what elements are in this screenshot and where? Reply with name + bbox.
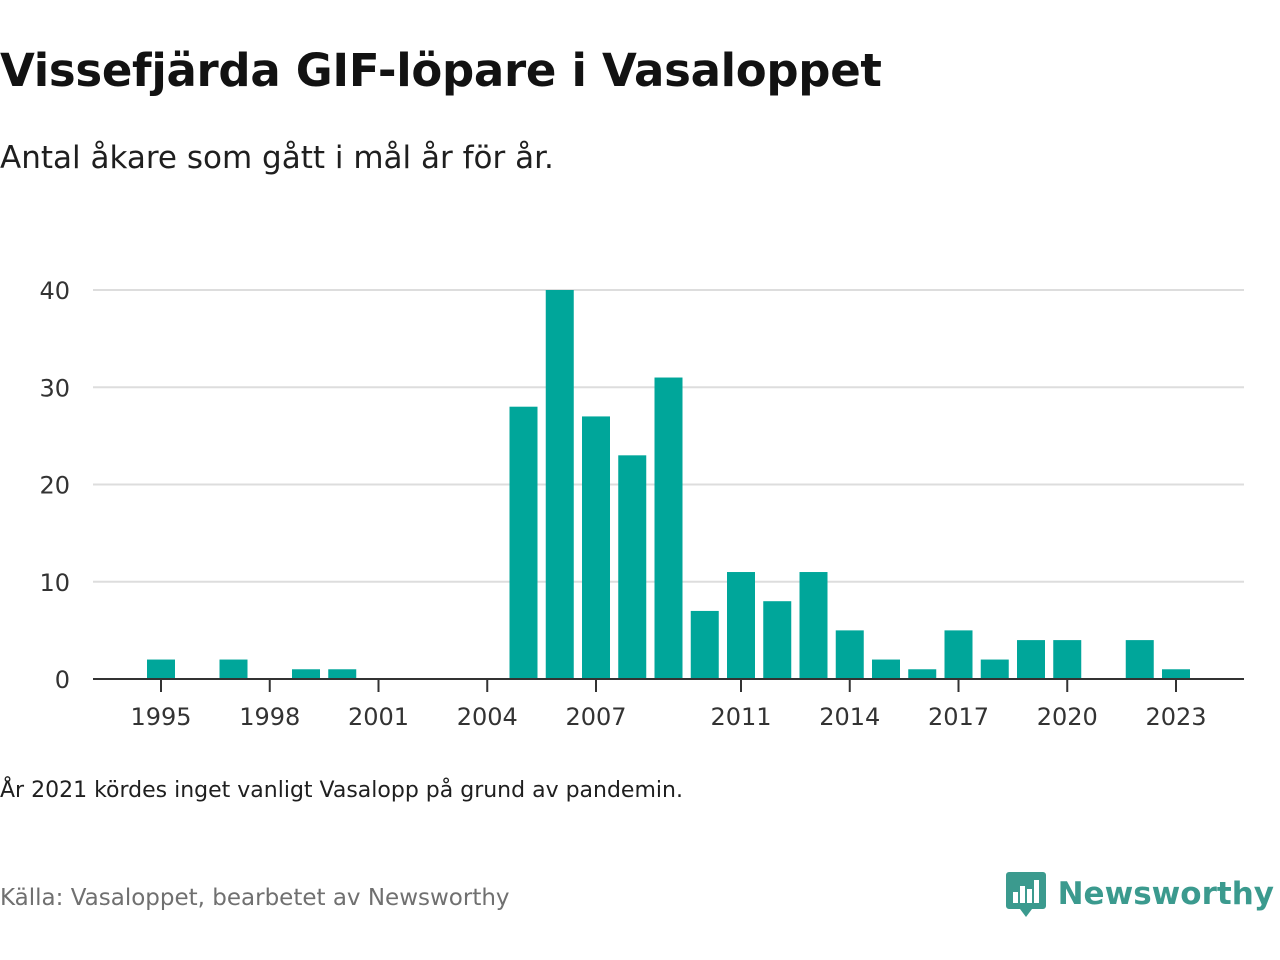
bar-2005 — [509, 406, 538, 679]
x-tick-label: 1998 — [239, 703, 300, 731]
footnote: År 2021 kördes inget vanligt Vasalopp på… — [0, 778, 683, 803]
bar-2010 — [690, 610, 719, 679]
x-tick-label: 2023 — [1145, 703, 1206, 731]
x-tick-label: 2014 — [819, 703, 880, 731]
bar-2009 — [654, 377, 683, 679]
bar-1999 — [292, 669, 320, 679]
bar-2012 — [763, 601, 792, 679]
bar-1995 — [147, 659, 175, 679]
source-text: Källa: Vasaloppet, bearbetet av Newswort… — [0, 885, 510, 911]
axes: 0 10 20 30 40 1995 1998 2001 2004 2007 2011 2014 201… — [39, 277, 1244, 731]
y-tick-label: 10 — [39, 569, 70, 597]
x-tick-label: 2001 — [348, 703, 409, 731]
newsworthy-logo: Newsworthy — [1005, 870, 1274, 918]
x-tick-label: 2017 — [928, 703, 989, 731]
bar-1997 — [219, 659, 248, 679]
bar-chart: 0 10 20 30 40 1995 1998 2001 2004 2007 2011 2014 201… — [39, 277, 1244, 731]
y-tick-label: 0 — [55, 666, 70, 694]
x-tick-label: 2004 — [457, 703, 518, 731]
x-tick-label: 2011 — [710, 703, 771, 731]
bar-2015 — [872, 659, 900, 679]
y-tick-label: 40 — [39, 277, 70, 305]
bar-2014 — [835, 630, 864, 679]
bar-2018 — [980, 659, 1009, 679]
x-tick-label: 2007 — [565, 703, 626, 731]
bars — [147, 290, 1190, 679]
y-tick-label: 30 — [39, 374, 70, 402]
bar-2023 — [1162, 669, 1190, 679]
bar-2016 — [908, 669, 937, 679]
bar-2011 — [727, 572, 755, 679]
chart-subtitle: Antal åkare som gått i mål år för år. — [0, 140, 554, 176]
chart-title: Vissefjärda GIF-löpare i Vasaloppet — [0, 44, 882, 97]
bar-2008 — [618, 455, 647, 679]
newsworthy-logo-icon — [1005, 872, 1046, 917]
bar-2000 — [328, 669, 357, 679]
bar-2019 — [1017, 640, 1045, 679]
bar-2017 — [944, 630, 973, 679]
bar-2020 — [1053, 640, 1082, 679]
x-tick-label: 2020 — [1037, 703, 1098, 731]
x-tick-label: 1995 — [130, 703, 191, 731]
bar-2022 — [1125, 640, 1154, 679]
y-tick-label: 20 — [39, 472, 70, 500]
brand-name: Newsworthy — [1057, 876, 1274, 912]
bar-2013 — [799, 572, 828, 679]
bar-2007 — [582, 416, 610, 679]
bar-2006 — [545, 290, 574, 679]
